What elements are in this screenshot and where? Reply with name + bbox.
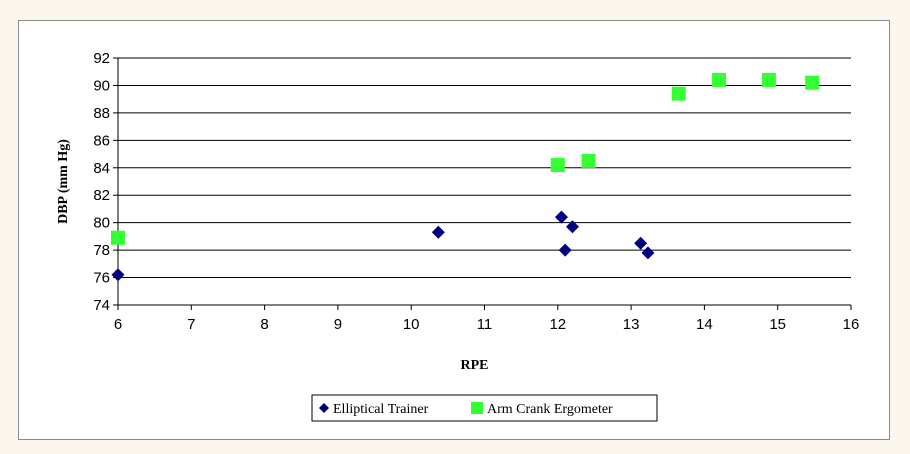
legend-marker-arm-crank-ergometer — [471, 402, 483, 414]
legend: Elliptical Trainer Arm Crank Ergometer — [311, 394, 658, 422]
data-point-arm-crank-ergometer — [111, 230, 125, 245]
axes — [113, 57, 852, 310]
x-tick-labels: 6 7 8 9 10 11 12 13 14 15 16 — [114, 316, 860, 333]
data-point-elliptical-trainer — [565, 220, 579, 234]
x-tick-label: 12 — [549, 316, 566, 333]
legend-marker-elliptical-trainer — [319, 403, 329, 413]
x-tick-label: 10 — [403, 316, 420, 333]
legend-box — [311, 394, 658, 422]
data-point-elliptical-trainer — [554, 210, 568, 224]
y-tick-labels: 74 76 78 80 82 84 86 88 90 92 — [93, 50, 110, 314]
data-point-arm-crank-ergometer — [550, 158, 565, 173]
x-tick-label: 13 — [623, 316, 640, 333]
chart-frame: 74 76 78 80 82 84 86 88 90 92 6 7 8 9 10 11 12 13 14 15 16 … — [18, 20, 890, 440]
x-tick-label: 11 — [477, 316, 493, 333]
y-tick-label: 90 — [93, 77, 110, 94]
y-tick-label: 86 — [93, 132, 110, 149]
y-tick-label: 88 — [93, 105, 110, 122]
legend-label-arm-crank-ergometer: Arm Crank Ergometer — [487, 402, 613, 417]
data-point-elliptical-trainer — [558, 243, 572, 257]
legend-label-elliptical-trainer: Elliptical Trainer — [333, 402, 429, 417]
y-tick-label: 76 — [93, 270, 110, 287]
data-points — [111, 72, 820, 282]
y-tick-label: 74 — [93, 297, 110, 314]
data-point-arm-crank-ergometer — [581, 153, 596, 168]
data-point-elliptical-trainer — [111, 268, 125, 282]
data-point-elliptical-trainer — [634, 236, 648, 250]
x-axis-label: RPE — [461, 358, 489, 373]
x-tick-label: 15 — [769, 316, 786, 333]
data-point-arm-crank-ergometer — [805, 75, 820, 90]
x-tick-label: 9 — [334, 316, 342, 333]
y-tick-label: 78 — [93, 242, 110, 259]
y-tick-label: 84 — [93, 160, 110, 177]
x-tick-label: 16 — [843, 316, 860, 333]
data-point-arm-crank-ergometer — [712, 72, 727, 87]
data-point-arm-crank-ergometer — [761, 72, 776, 87]
data-point-elliptical-trainer — [641, 246, 655, 260]
y-axis-label: DBP (mm Hg) — [56, 139, 71, 224]
data-point-arm-crank-ergometer — [671, 86, 686, 101]
y-tick-label: 80 — [93, 215, 110, 232]
data-point-elliptical-trainer — [431, 225, 445, 239]
x-tick-label: 14 — [696, 316, 713, 333]
gridlines — [118, 57, 851, 279]
x-tick-label: 6 — [114, 316, 122, 333]
y-tick-label: 92 — [93, 50, 110, 67]
x-tick-label: 7 — [187, 316, 195, 333]
y-tick-label: 82 — [93, 187, 110, 204]
x-tick-label: 8 — [260, 316, 268, 333]
